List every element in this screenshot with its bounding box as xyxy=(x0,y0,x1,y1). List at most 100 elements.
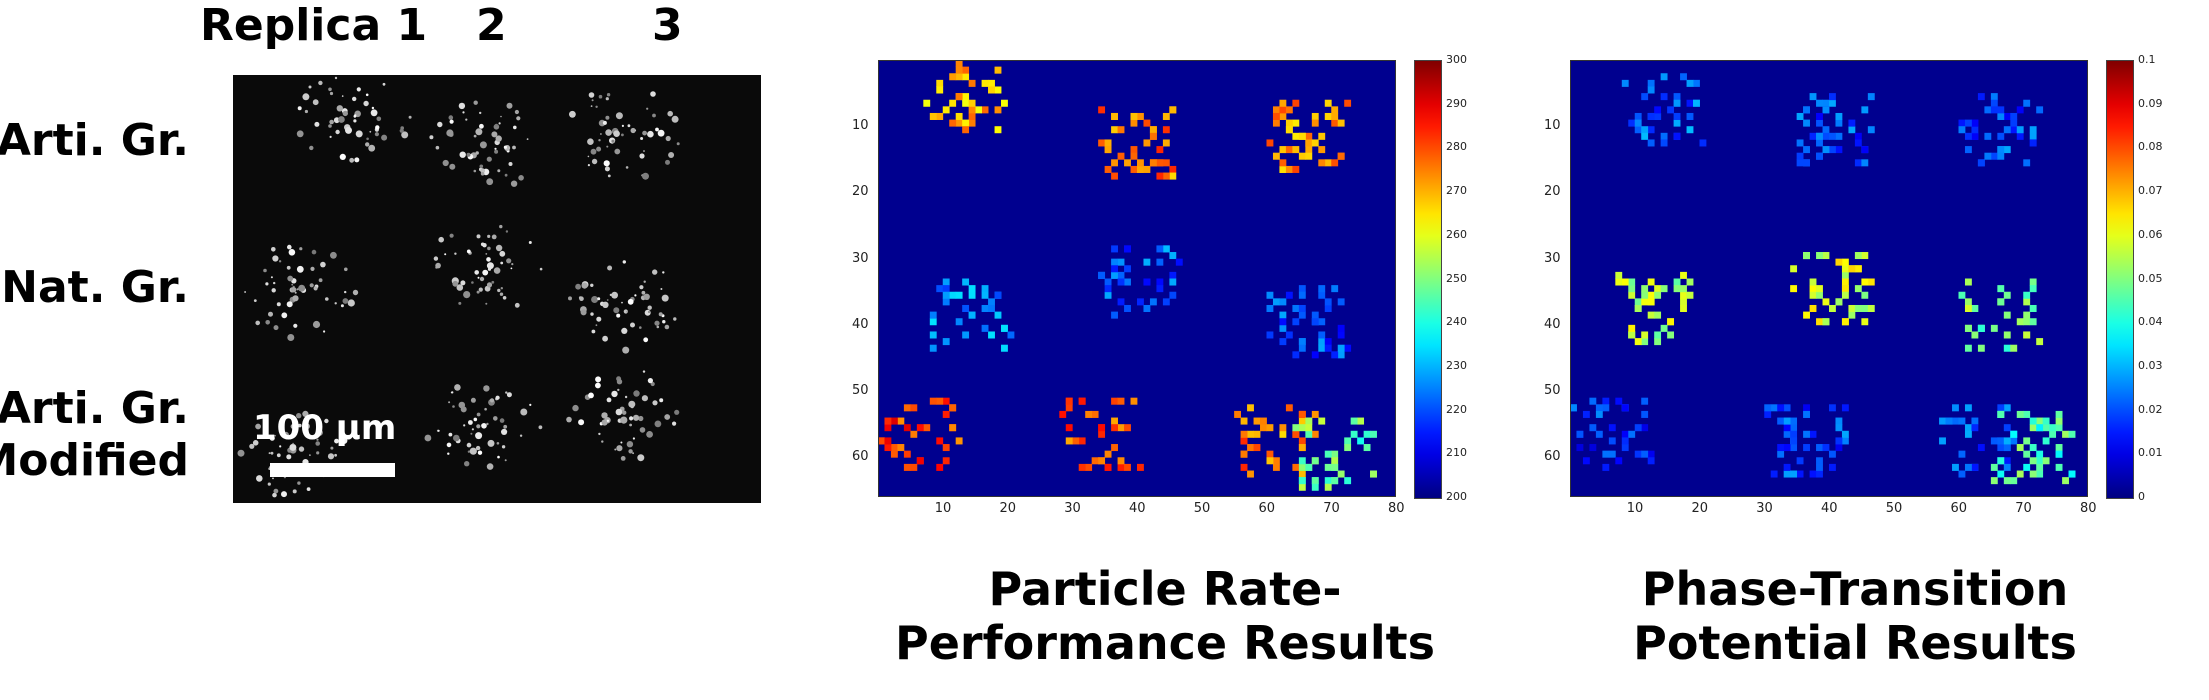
particle-speck xyxy=(453,434,460,442)
heatmap-cell xyxy=(1240,417,1248,425)
particle-speck xyxy=(456,284,464,291)
heatmap-cell xyxy=(942,410,950,418)
heatmap-cell xyxy=(942,457,950,465)
heatmap-cell xyxy=(1169,271,1177,279)
heatmap-cell xyxy=(1699,139,1707,147)
heatmap-cell xyxy=(1143,119,1151,127)
heatmap-cell xyxy=(1958,119,1966,127)
heatmap-cell xyxy=(1298,285,1306,293)
heatmap-cell xyxy=(1143,139,1151,147)
heatmap-cell xyxy=(936,112,944,120)
heatmap-cell xyxy=(1247,404,1254,412)
heatmap-cell xyxy=(1311,119,1319,127)
heatmap-cell xyxy=(1641,285,1649,293)
heatmap-cell xyxy=(2023,159,2031,167)
heatmap-cell xyxy=(1816,99,1823,107)
particle-speck xyxy=(491,131,498,138)
heatmap-cell xyxy=(1634,126,1642,134)
heatmap-cell xyxy=(1816,112,1823,120)
particle-speckles xyxy=(237,76,680,498)
heatmap-cell xyxy=(1822,318,1830,326)
particle-speck xyxy=(595,382,601,389)
heatmap-cell xyxy=(1964,278,1972,286)
heatmap-cell xyxy=(1162,112,1170,120)
heatmap-cell xyxy=(1111,417,1118,425)
heatmap-cell xyxy=(1854,304,1862,312)
heatmap-cell xyxy=(1964,424,1972,432)
particle-speck xyxy=(253,299,257,302)
particle-speck xyxy=(668,152,675,158)
heatmap-cell xyxy=(1829,463,1836,471)
particle-speck xyxy=(634,294,637,297)
particle-speck xyxy=(495,135,502,142)
heatmap-cell xyxy=(2042,417,2050,425)
heatmap-cell xyxy=(1117,424,1125,432)
particle-speck xyxy=(605,115,610,120)
heatmap-cell xyxy=(2023,437,2031,445)
particle-speck xyxy=(621,327,628,334)
heatmap-cell xyxy=(1111,397,1118,405)
phase-title-line-2: Potential Results xyxy=(1633,616,2077,670)
particle-speck xyxy=(474,270,479,275)
particle-speck xyxy=(617,388,620,392)
particle-speck xyxy=(672,421,677,426)
heatmap-cell xyxy=(1331,457,1339,465)
particle-speck xyxy=(329,91,334,96)
heatmap-cell xyxy=(910,404,918,412)
particle-speck xyxy=(475,445,481,451)
heatmap-cell xyxy=(1628,430,1636,438)
particle-speck xyxy=(591,296,599,303)
x-tick-label: 30 xyxy=(1064,501,1081,516)
heatmap-cell xyxy=(2016,126,2024,134)
particle-speck xyxy=(470,432,473,435)
heatmap-cell xyxy=(1835,424,1843,432)
heatmap-cell xyxy=(1311,112,1319,120)
heatmap-cell xyxy=(1292,132,1300,140)
heatmap-cell xyxy=(1104,165,1112,173)
heatmap-cell xyxy=(2003,404,2011,412)
particle-speck xyxy=(473,169,477,173)
heatmap-cell xyxy=(1117,126,1125,134)
heatmap-cell xyxy=(1279,165,1287,173)
heatmap-cell xyxy=(1111,424,1118,432)
particle-speck xyxy=(272,477,274,480)
particle-speck xyxy=(323,330,326,333)
heatmap-cell xyxy=(1098,430,1106,438)
particle-speck xyxy=(344,267,348,272)
heatmap-cell xyxy=(1783,463,1791,471)
heatmap-cell xyxy=(2003,331,2011,339)
heatmap-cell xyxy=(1660,139,1668,147)
heatmap-cell xyxy=(1673,132,1681,140)
heatmap-cell xyxy=(968,285,976,293)
heatmap-cell xyxy=(1350,417,1358,425)
heatmap-cell xyxy=(1285,291,1293,299)
heatmap-cell xyxy=(1124,265,1131,273)
heatmap-cell xyxy=(981,324,989,332)
heatmap-cell xyxy=(1162,172,1170,180)
heatmap-cell xyxy=(1292,165,1300,173)
heatmap-cell xyxy=(1641,291,1649,299)
particle-speck xyxy=(454,252,457,255)
particle-speck xyxy=(452,280,459,287)
heatmap-cell xyxy=(1829,99,1836,107)
heatmap-cell xyxy=(1628,291,1636,299)
heatmap-cell xyxy=(1272,119,1280,127)
particle-speck xyxy=(595,324,598,327)
heatmap-cell xyxy=(1169,172,1177,180)
heatmap-cell xyxy=(1324,450,1332,458)
particle-speck xyxy=(639,326,642,329)
particle-speck xyxy=(334,302,337,305)
heatmap-cell xyxy=(1854,285,1862,293)
particle-speck xyxy=(292,489,297,494)
microscope-image: 100 μm xyxy=(233,75,761,503)
heatmap-cell xyxy=(2023,410,2031,418)
heatmap-cell xyxy=(949,73,957,81)
particle-speck xyxy=(495,123,498,127)
heatmap-cell xyxy=(1111,311,1118,319)
heatmap-cell xyxy=(1149,132,1157,140)
heatmap-cell xyxy=(1971,126,1979,134)
heatmap-cell xyxy=(1816,252,1823,260)
heatmap-cell xyxy=(1680,285,1687,293)
heatmap-cell xyxy=(884,424,892,432)
heatmap-cell xyxy=(962,304,970,312)
